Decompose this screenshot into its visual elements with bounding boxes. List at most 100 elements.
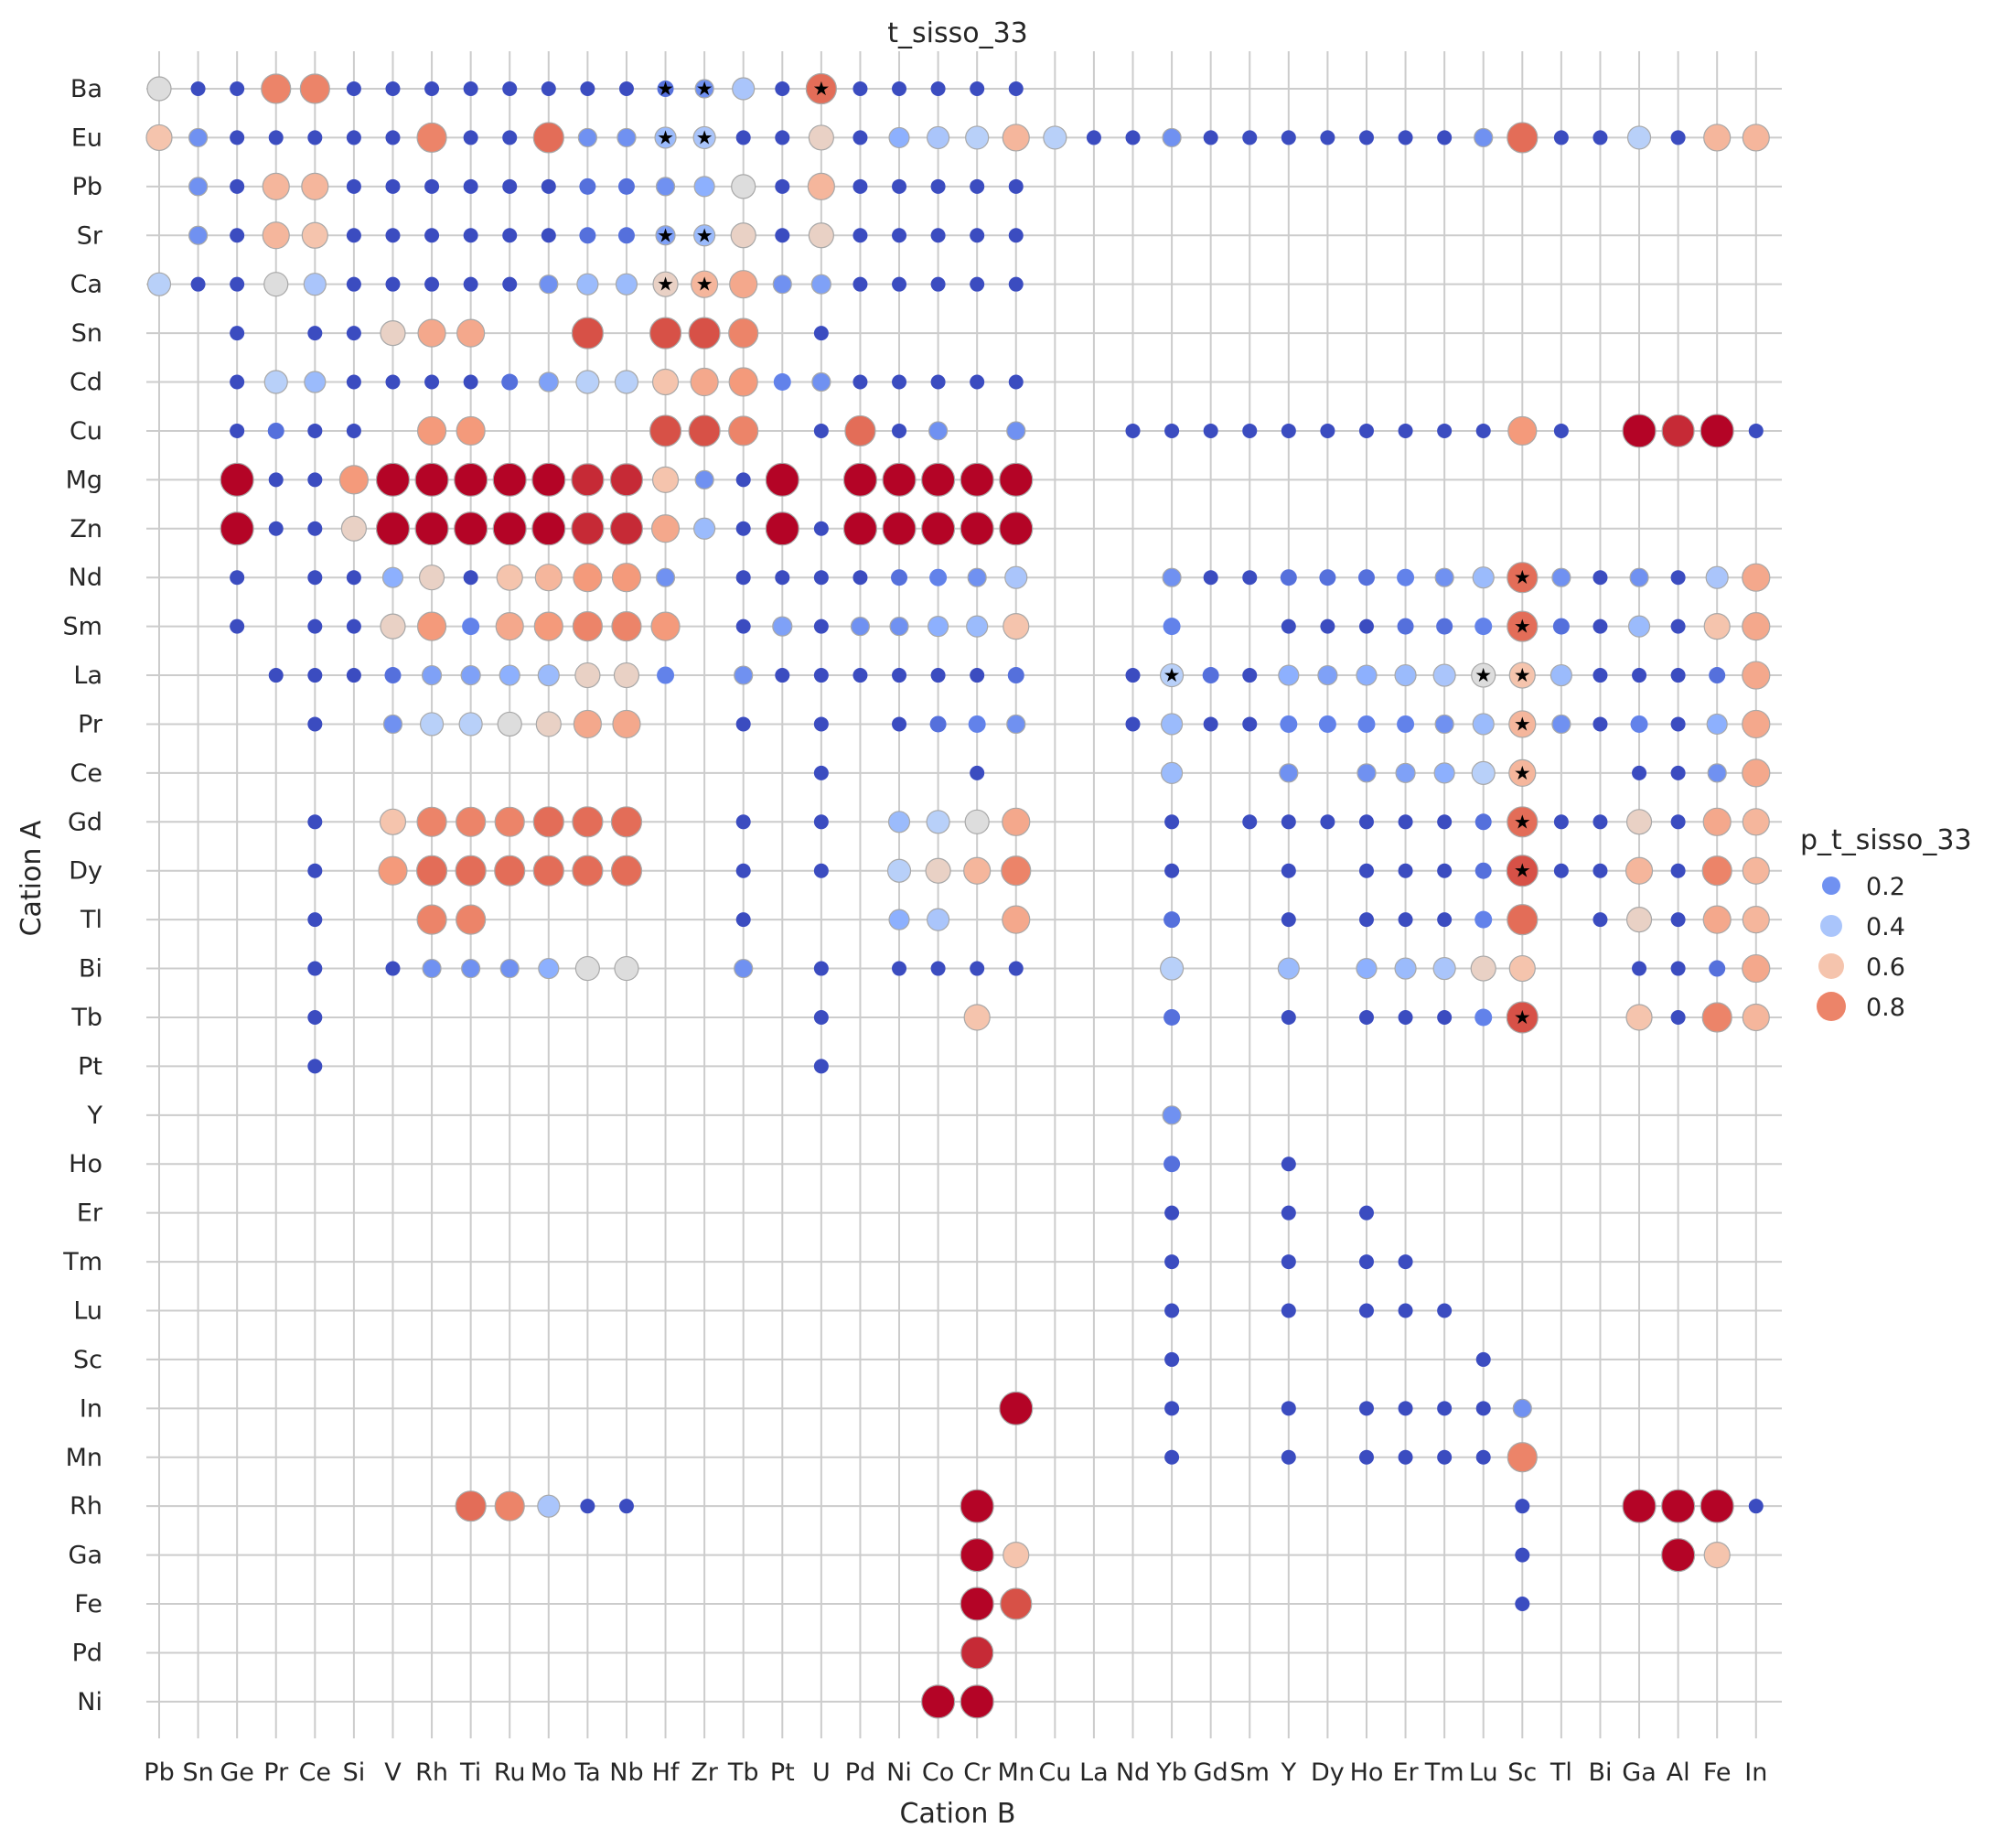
point-Cd-Pt: [773, 373, 791, 392]
point-Rh-Ta: [580, 1499, 595, 1514]
point-Nd-V: [381, 566, 404, 588]
point-Nd-Gd: [1203, 570, 1218, 586]
point-Sm-Mn: [1003, 613, 1030, 640]
y-tick-label-Pt: Pt: [78, 1052, 102, 1081]
point-Mn-Sc: [1507, 1442, 1538, 1473]
point-Sr-Co: [930, 228, 946, 243]
point-Ba-Ge: [230, 81, 245, 96]
point-Dy-Ru: [494, 855, 526, 887]
point-La-Gd: [1202, 667, 1219, 684]
point-Sm-Bi: [1592, 618, 1608, 634]
point-Tm-Y: [1281, 1254, 1296, 1270]
point-Sm-Tl: [1552, 618, 1570, 635]
point-Ba-Ni: [892, 81, 907, 96]
x-tick-label-Ta: Ta: [574, 1758, 601, 1787]
point-Eu-Nd: [1125, 130, 1141, 145]
point-Pb-Rh: [424, 178, 440, 194]
point-Mg-Hf: [651, 466, 680, 493]
x-tick-label-Tm: Tm: [1424, 1758, 1464, 1787]
point-Nd-Lu: [1472, 566, 1495, 589]
point-Gd-Sc: [1507, 806, 1539, 838]
point-Sm-Yb: [1163, 618, 1181, 636]
x-tick-label-Cu: Cu: [1038, 1758, 1071, 1787]
point-Pb-Hf: [655, 177, 676, 197]
point-Bi-V: [385, 961, 401, 976]
point-Gd-Mn: [1002, 807, 1031, 836]
point-Sr-Cr: [970, 228, 985, 243]
point-Ca-Nb: [615, 273, 638, 296]
point-La-Lu: [1471, 662, 1496, 688]
point-Mg-Zr: [694, 469, 714, 489]
point-Mg-Si: [338, 465, 369, 495]
point-Nd-Dy: [1319, 569, 1336, 586]
point-Eu-Yb: [1162, 127, 1182, 148]
point-Tl-Co: [926, 908, 950, 931]
point-Ga-Sc: [1515, 1547, 1530, 1563]
x-tick-label-Er: Er: [1392, 1758, 1419, 1787]
point-Cu-U: [813, 423, 829, 438]
point-Ca-Mo: [539, 274, 559, 295]
point-Pr-Ti: [458, 712, 483, 737]
point-Sm-Pt: [772, 616, 793, 637]
point-La-Mo: [537, 663, 560, 687]
point-Er-Y: [1281, 1205, 1296, 1221]
point-Zn-Zr: [693, 517, 716, 540]
point-Ba-Ru: [502, 81, 518, 96]
point-Gd-Y: [1281, 814, 1296, 830]
point-La-Pd: [853, 668, 868, 683]
point-Pr-Co: [929, 715, 947, 733]
point-Dy-Bi: [1592, 863, 1608, 878]
point-La-Er: [1394, 663, 1417, 687]
point-Ce-Ga: [1632, 765, 1647, 780]
x-tick-label-Si: Si: [343, 1758, 366, 1787]
point-Dy-Co: [925, 857, 951, 884]
point-Rh-Ru: [494, 1490, 525, 1522]
point-Cd-Pd: [853, 374, 868, 390]
point-La-Al: [1670, 668, 1686, 683]
point-Pr-Ni: [892, 716, 907, 732]
point-Ga-Al: [1661, 1537, 1696, 1573]
y-axis-label: Cation A: [16, 820, 48, 936]
point-Mg-Ni: [882, 462, 917, 497]
point-Gd-Co: [926, 810, 950, 834]
point-Pr-Sm: [1242, 716, 1258, 732]
point-Sn-Ce: [307, 326, 323, 341]
point-Sn-Rh: [417, 318, 446, 348]
x-tick-label-Zr: Zr: [691, 1758, 718, 1787]
star-marker-La-Yb: ★: [1163, 664, 1181, 686]
point-Dy-Ta: [572, 855, 604, 887]
point-Gd-Ce: [307, 814, 323, 830]
point-Dy-Yb: [1164, 863, 1180, 878]
point-Sr-Sn: [188, 225, 209, 245]
point-Pb-Cr: [970, 178, 985, 194]
point-Sm-Sc: [1507, 610, 1539, 642]
point-Pr-Yb: [1160, 713, 1184, 736]
point-Rh-Cr: [960, 1489, 994, 1523]
point-Sm-Rh: [416, 611, 447, 641]
point-Eu-Ni: [888, 126, 910, 149]
point-Pr-Nb: [612, 709, 641, 739]
point-La-Dy: [1317, 664, 1338, 686]
x-tick-label-Sm: Sm: [1230, 1758, 1270, 1787]
x-tick-label-In: In: [1744, 1758, 1767, 1787]
point-Gd-Yb: [1164, 814, 1180, 830]
point-Sn-Ge: [230, 326, 245, 341]
point-Cu-Ho: [1358, 423, 1374, 438]
point-Eu-Y: [1281, 130, 1296, 145]
point-Sm-Co: [927, 616, 949, 638]
point-Ce-Y: [1279, 763, 1299, 783]
point-Sm-Lu: [1474, 618, 1493, 636]
point-Zn-Hf: [650, 514, 681, 543]
point-Zn-Co: [920, 511, 956, 546]
legend: p_t_sisso_33 0.2 0.4 0.6 0.8: [1800, 824, 1972, 1022]
point-Ho-Y: [1281, 1156, 1296, 1172]
point-Sm-Ge: [230, 618, 245, 634]
x-tick-label-Yb: Yb: [1155, 1758, 1187, 1787]
point-Nd-Co: [929, 568, 948, 586]
point-Zn-Nb: [609, 511, 644, 545]
point-Cd-U: [811, 371, 831, 393]
point-Dy-Cr: [963, 856, 992, 885]
point-Ba-Mo: [541, 81, 556, 96]
star-marker-Gd-Sc: ★: [1514, 811, 1531, 833]
